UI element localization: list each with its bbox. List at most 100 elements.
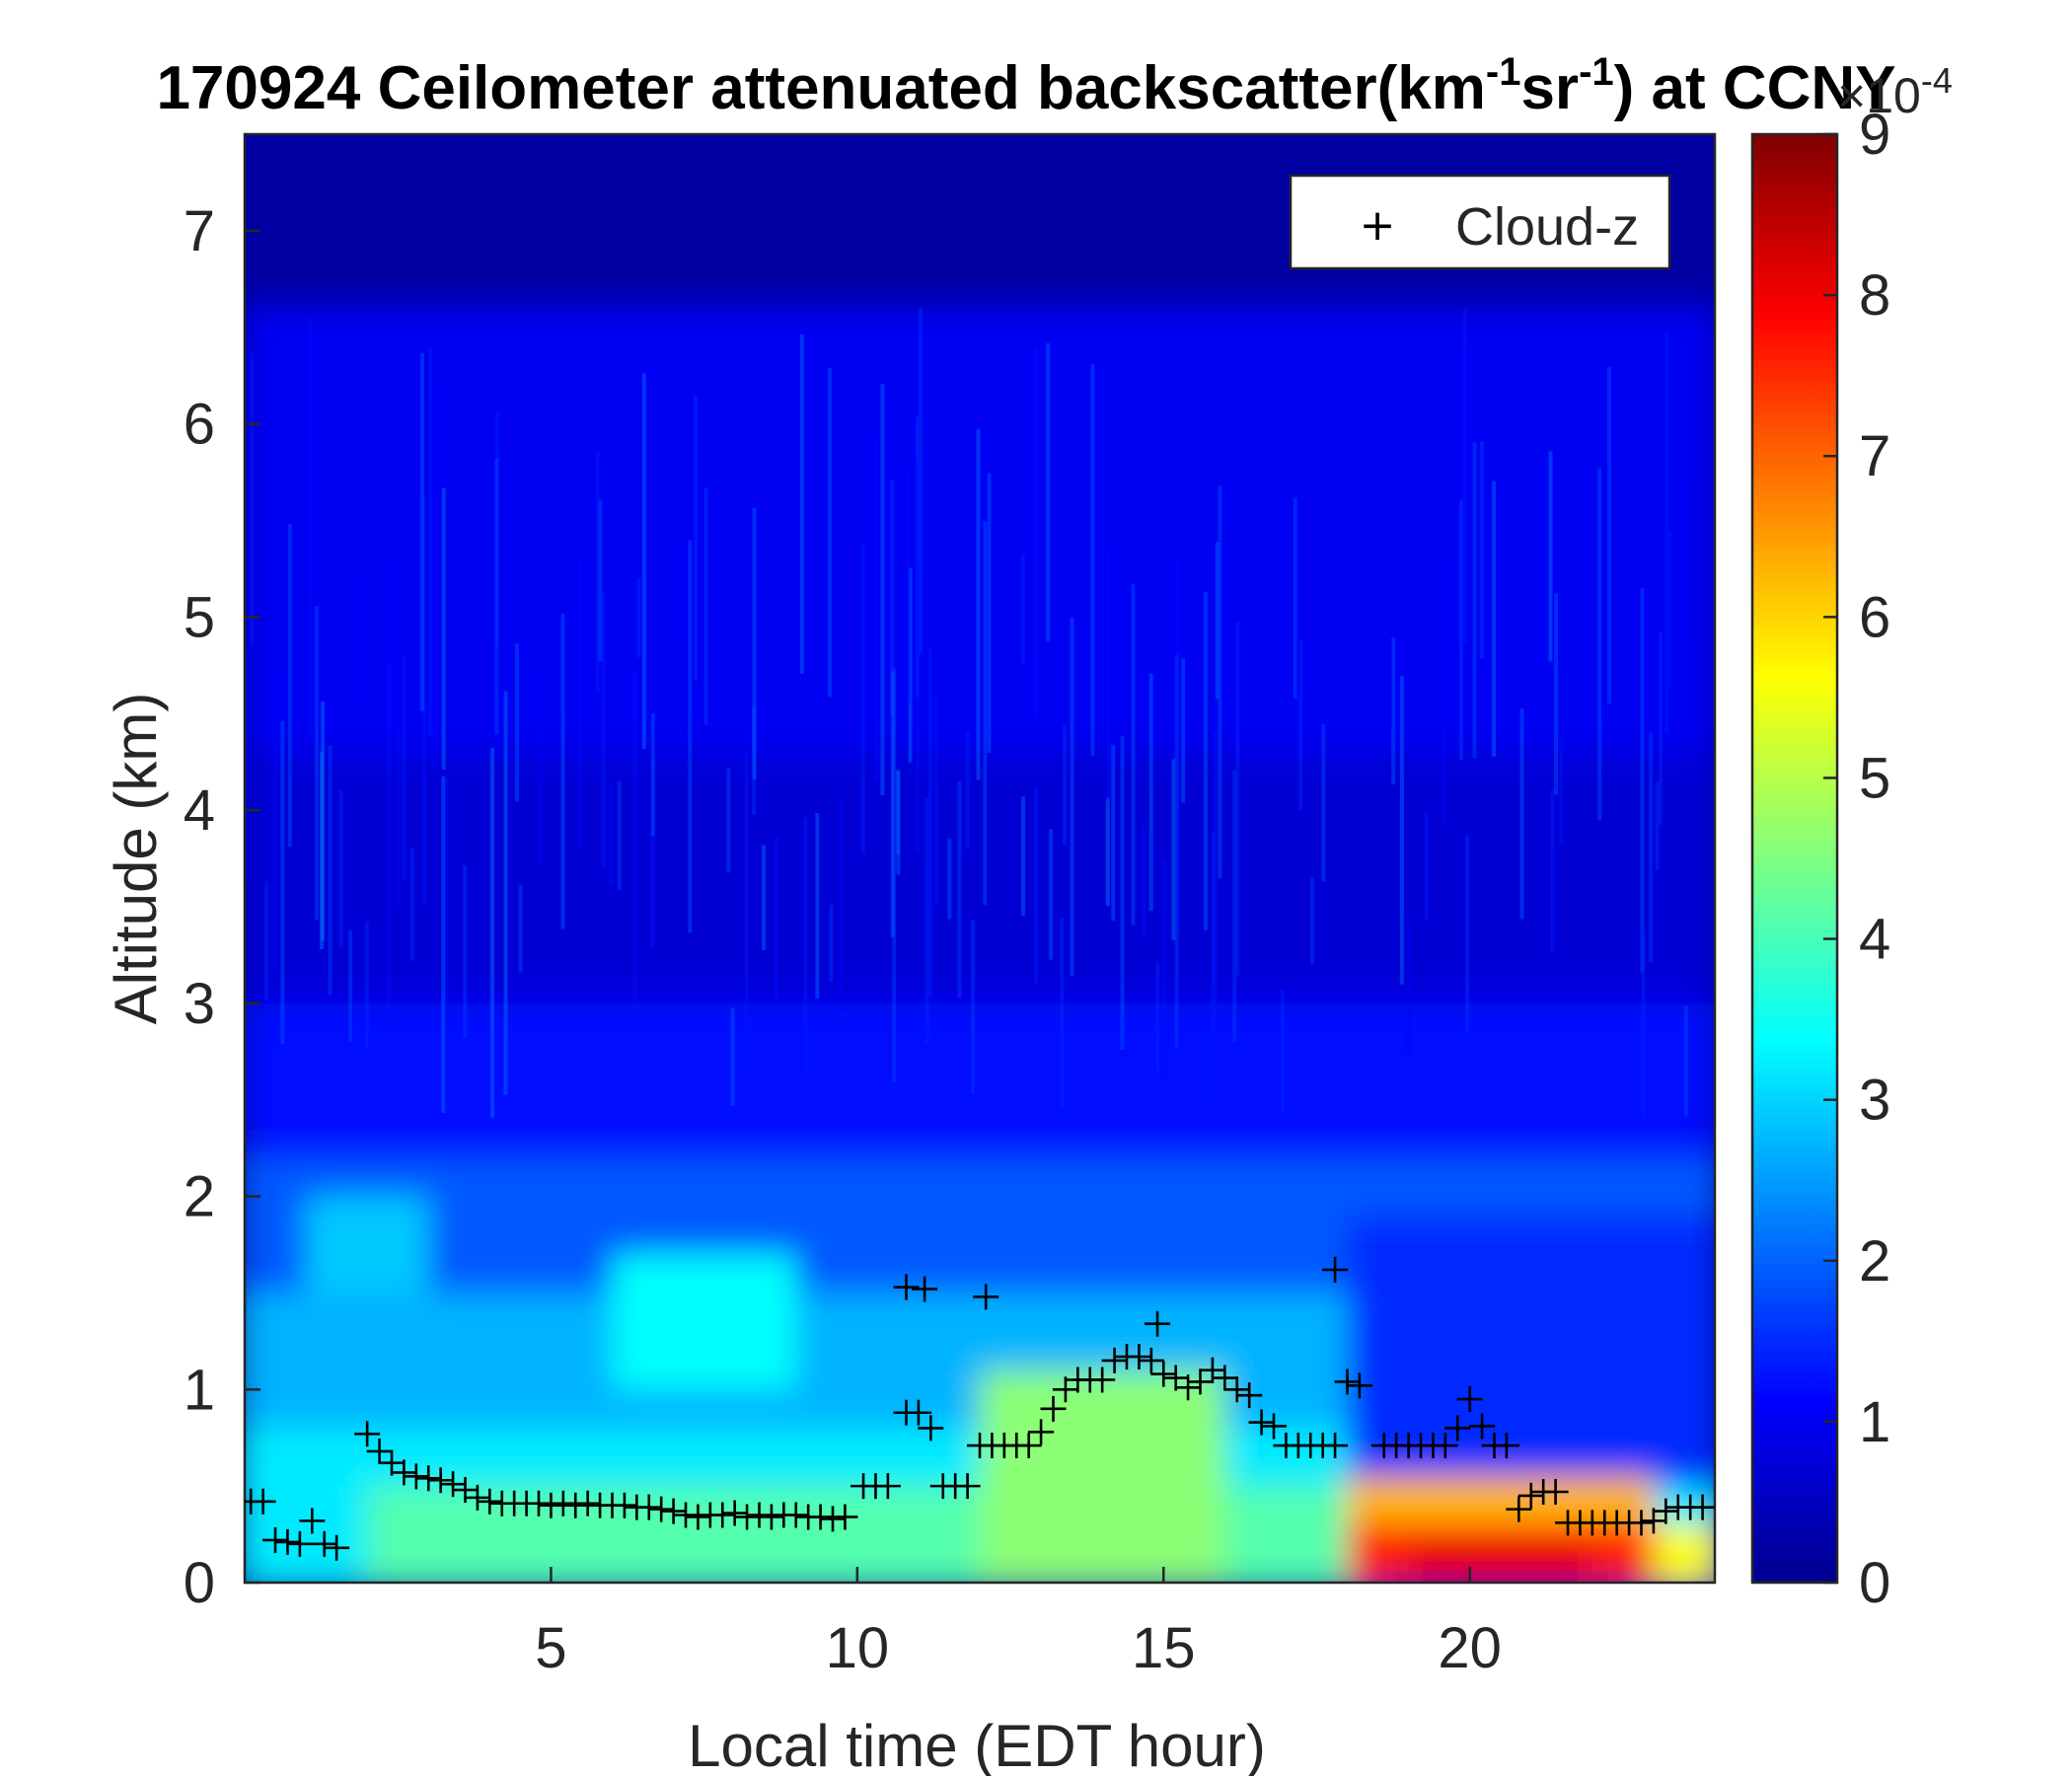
backscatter-streak (1148, 673, 1153, 912)
heat-region (245, 752, 1715, 1003)
backscatter-streak (1391, 636, 1396, 785)
backscatter-streak (328, 745, 333, 996)
cloud-z-marker (1223, 1376, 1250, 1403)
cloud-z-marker (538, 1492, 564, 1518)
y-tick-label: 1 (184, 1358, 215, 1422)
colorbar-tick-label: 4 (1859, 908, 1890, 972)
backscatter-streak (560, 613, 565, 929)
backscatter-streak (632, 669, 637, 1005)
colorbar-tick-label: 3 (1859, 1069, 1890, 1133)
cloud-z-marker (1322, 1256, 1349, 1283)
y-tick-label: 7 (184, 199, 215, 263)
backscatter-streak (1020, 796, 1025, 916)
backscatter-streak (492, 995, 497, 1101)
heat-region (1653, 1524, 1715, 1583)
cloud-z-marker (1101, 1347, 1128, 1373)
backscatter-streak (272, 678, 277, 970)
backscatter-streak (321, 701, 326, 941)
backscatter-streak (976, 428, 981, 780)
backscatter-streak (1465, 836, 1470, 1033)
cloud-z-marker (1689, 1494, 1715, 1520)
backscatter-streak (919, 308, 924, 653)
backscatter-streak (1406, 919, 1411, 1054)
x-tick-label: 20 (1438, 1616, 1502, 1680)
backscatter-streak (1181, 658, 1186, 803)
cloud-z-marker (1456, 1386, 1483, 1413)
backscatter-streak (815, 813, 820, 999)
backscatter-streak (348, 930, 353, 1042)
backscatter-streak (1683, 1005, 1688, 1117)
backscatter-streak (1218, 485, 1222, 879)
cloud-z-marker (1236, 1382, 1263, 1409)
cloud-z-marker (403, 1463, 429, 1490)
backscatter-streak (906, 471, 911, 703)
cloud-z-marker (1469, 1413, 1496, 1440)
backscatter-streak (494, 410, 499, 643)
cloud-z-marker (250, 1488, 276, 1515)
cloud-z-marker (611, 1492, 637, 1518)
cloud-z-marker (918, 1415, 944, 1442)
backscatter-streak (539, 677, 544, 865)
cloud-z-marker (1334, 1369, 1361, 1395)
backscatter-streak (1554, 593, 1559, 795)
y-axis-label: Altitude (km) (103, 693, 169, 1025)
cloud-z-marker (574, 1490, 601, 1517)
backscatter-streak (752, 507, 757, 779)
backscatter-streak (1203, 591, 1208, 930)
backscatter-streak (1321, 724, 1326, 882)
backscatter-streak (1442, 556, 1446, 823)
backscatter-streak (1550, 789, 1555, 953)
backscatter-streak (1161, 859, 1166, 1077)
backscatter-streak (1519, 708, 1524, 920)
backscatter-streak (1176, 557, 1181, 928)
cloud-z-marker (685, 1504, 711, 1530)
heat-region (245, 308, 1715, 444)
cloud-z-marker (391, 1459, 417, 1486)
chart-title: 170924 Ceilometer attenuated backscatter… (156, 50, 1895, 122)
backscatter-streak (915, 462, 920, 852)
backscatter-streak (1090, 363, 1095, 757)
y-tick-label: 4 (184, 778, 215, 843)
backscatter-streak (694, 395, 699, 682)
backscatter-streak (947, 839, 952, 920)
backscatter-streak (287, 524, 292, 848)
backscatter-streak (1658, 631, 1663, 826)
backscatter-streak (1665, 333, 1669, 734)
backscatter-streak (1207, 1031, 1212, 1116)
backscatter-streak (803, 817, 808, 1075)
cloud-z-marker (526, 1490, 552, 1517)
backscatter-streak (518, 884, 523, 973)
backscatter-streak (1111, 744, 1116, 922)
backscatter-streak (896, 770, 901, 875)
backscatter-streak (650, 713, 655, 837)
backscatter-streak (677, 555, 682, 637)
backscatter-streak (1142, 826, 1147, 934)
heat-region (306, 1196, 429, 1294)
cloud-z-marker (973, 1284, 999, 1310)
y-tick-label: 2 (184, 1165, 215, 1229)
backscatter-streak (419, 352, 424, 711)
colorbar-tick-label: 8 (1859, 263, 1890, 328)
backscatter-streak (891, 667, 896, 1083)
backscatter-streak (636, 577, 641, 658)
backscatter-streak (250, 352, 255, 647)
cloud-z-marker (709, 1502, 736, 1528)
cloud-z-marker (1138, 1347, 1164, 1373)
cloud-z-marker (721, 1500, 748, 1526)
backscatter-streak (1070, 618, 1074, 977)
backscatter-streak (280, 721, 285, 1045)
backscatter-streak (889, 480, 894, 714)
backscatter-streak (245, 647, 250, 884)
cloud-z-marker (1028, 1419, 1055, 1445)
cloud-z-marker (477, 1488, 503, 1515)
cloud-z-marker (1261, 1413, 1287, 1440)
legend-box (1289, 174, 1671, 270)
cloud-z-marker (427, 1467, 454, 1494)
cloud-z-marker (464, 1484, 490, 1511)
backscatter-streak (396, 559, 401, 901)
cloud-z-marker (820, 1506, 846, 1532)
cloud-z-marker (635, 1494, 662, 1520)
cloud-z-marker (1346, 1372, 1372, 1399)
backscatter-streak (1280, 989, 1285, 1113)
colorbar-tick-label: 5 (1859, 746, 1890, 810)
